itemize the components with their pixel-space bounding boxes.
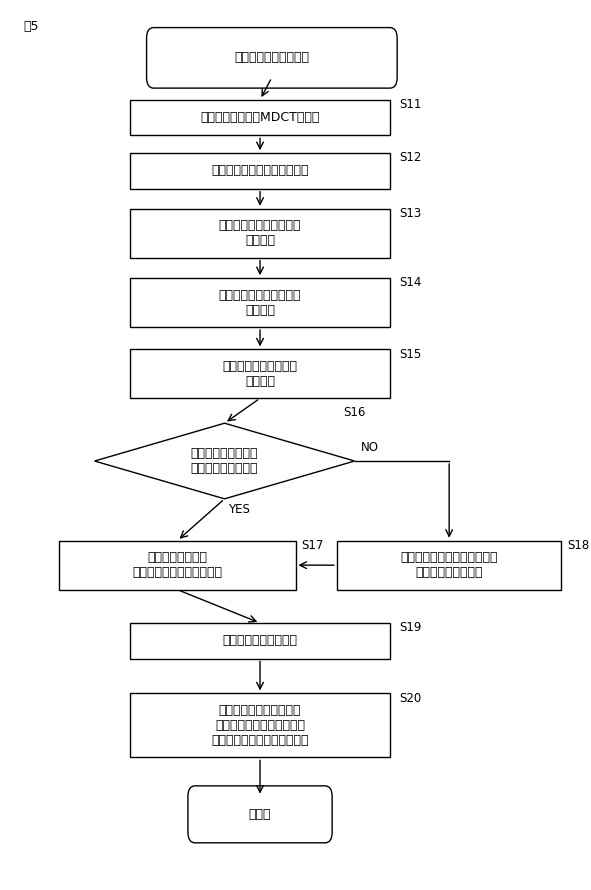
Bar [130, 693, 390, 757]
Text: S11: S11 [399, 98, 421, 111]
Bar [130, 623, 390, 659]
Bar [130, 349, 390, 399]
Bar [130, 100, 390, 135]
Text: S19: S19 [399, 621, 421, 635]
Text: 符号化処理のスタート: 符号化処理のスタート [235, 52, 309, 64]
Text: 低域スペクトル特徴量を
抽出する: 低域スペクトル特徴量を 抽出する [219, 219, 301, 247]
FancyBboxPatch shape [188, 786, 332, 843]
Text: 高いトーナリティを
示すものであるか？: 高いトーナリティを 示すものであるか？ [191, 447, 258, 475]
Text: スペクトル特性符号を
生成する: スペクトル特性符号を 生成する [223, 360, 297, 388]
Text: 低域スペクトルを量子化する: 低域スペクトルを量子化する [212, 165, 309, 177]
Text: エンド: エンド [249, 808, 271, 821]
Text: 拡張係数を量子化する: 拡張係数を量子化する [223, 635, 297, 647]
Bar [59, 541, 296, 590]
Text: S17: S17 [301, 538, 324, 552]
Text: 高域の分割された帯域ごとに
拡張係数を算出する: 高域の分割された帯域ごとに 拡張係数を算出する [401, 551, 498, 579]
Text: 図5: 図5 [24, 20, 39, 33]
Text: S15: S15 [399, 348, 421, 360]
Text: NO: NO [361, 441, 378, 454]
Bar [337, 541, 561, 590]
Text: 高域スペクトル特徴量を
抽出する: 高域スペクトル特徴量を 抽出する [219, 288, 301, 317]
Text: YES: YES [228, 504, 249, 516]
Text: 高域全体に対して
単一の拡張係数を算出する: 高域全体に対して 単一の拡張係数を算出する [132, 551, 222, 579]
FancyBboxPatch shape [147, 28, 397, 88]
Polygon shape [95, 424, 355, 498]
Text: S13: S13 [399, 207, 421, 220]
Text: S14: S14 [399, 276, 421, 289]
Text: 量子化低域スペクトル、
スペクトル特性符号および
量子化拡張係数を多重化する: 量子化低域スペクトル、 スペクトル特性符号および 量子化拡張係数を多重化する [212, 704, 309, 747]
Text: S12: S12 [399, 151, 421, 165]
Text: S16: S16 [343, 406, 365, 418]
Text: S18: S18 [567, 538, 590, 552]
Bar [130, 278, 390, 327]
Text: S20: S20 [399, 692, 421, 705]
Bar [130, 153, 390, 189]
Text: 入力信号に対してMDCTを行う: 入力信号に対してMDCTを行う [200, 111, 320, 124]
Bar [130, 208, 390, 257]
